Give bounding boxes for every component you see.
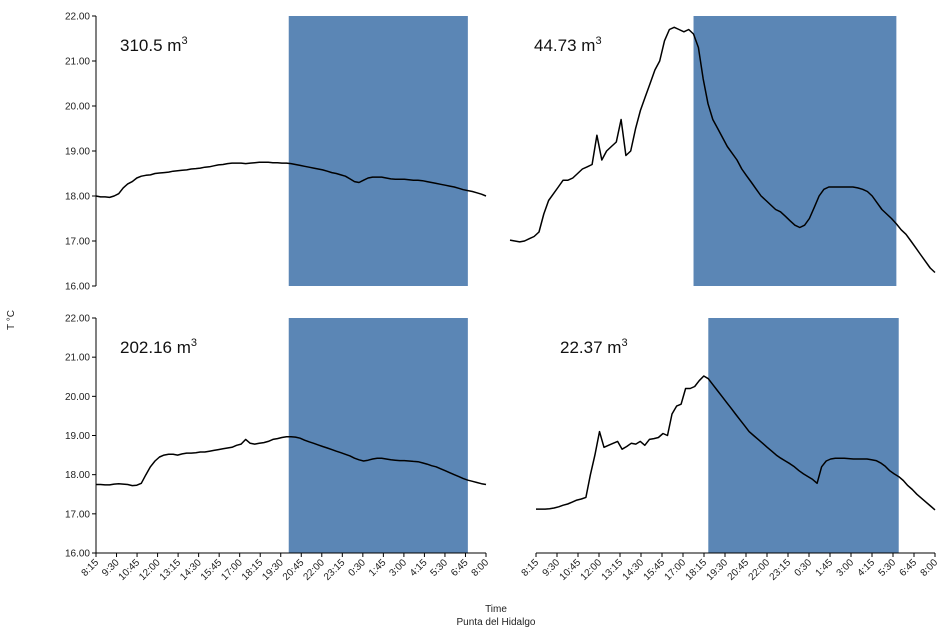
- x-tick-label: 23:15: [768, 557, 794, 583]
- x-tick-label: 4:15: [856, 557, 878, 579]
- y-tick-label: 20.00: [65, 102, 90, 113]
- y-tick-label: 22.00: [65, 12, 90, 23]
- x-tick-label: 0:30: [346, 557, 368, 579]
- x-tick-label: 18:15: [240, 557, 266, 583]
- x-tick-label: 17:00: [663, 557, 689, 583]
- y-tick-label: 21.00: [65, 57, 90, 68]
- chart-panel-2: 44.73 m3: [509, 16, 936, 286]
- shaded-band: [693, 16, 897, 286]
- figure-caption: Punta del Hidalgo: [457, 617, 536, 628]
- x-tick-label: 20:45: [281, 557, 307, 583]
- x-tick-label: 10:45: [117, 557, 143, 583]
- y-tick-label: 19.00: [65, 147, 90, 158]
- x-tick-label: 18:15: [684, 557, 710, 583]
- y-tick-label: 16.00: [65, 282, 90, 293]
- y-tick-label: 22.00: [65, 314, 90, 325]
- chart-panel-4: 8:15 9:3010:4512:0013:1514:3015:4517:0018…: [520, 318, 938, 583]
- x-tick-label: 23:15: [322, 557, 348, 583]
- y-tick-label: 19.00: [65, 431, 90, 442]
- x-tick-label: 5:30: [877, 557, 899, 579]
- temperature-line: [96, 435, 487, 487]
- panels: 16.00 17.00 18.00 19.00 20.00 21.00 22.00 310.5…: [65, 12, 938, 583]
- x-tick-label: 14:30: [178, 557, 204, 583]
- x-tick-label: 15:45: [199, 557, 225, 583]
- x-tick-label: 8:15: [80, 557, 102, 579]
- chart-panel-3: 16.0017.0018.0019.0020.0021.0022.008:159…: [65, 314, 491, 583]
- x-tick-label: 13:15: [600, 557, 626, 583]
- x-tick-label: 10:45: [558, 557, 584, 583]
- temperature-line: [95, 161, 487, 199]
- chart-panel-1: 16.00 17.00 18.00 19.00 20.00 21.00 22.00 310.5…: [65, 12, 487, 293]
- x-tick-label: 19:30: [705, 557, 731, 583]
- volume-label-superscript: 3: [191, 337, 197, 349]
- shaded-band: [708, 318, 899, 553]
- x-tick-label: 8:00: [470, 557, 492, 579]
- x-tick-label: 22:00: [747, 557, 773, 583]
- y-tick-label: 18.00: [65, 470, 90, 481]
- y-axis-label: T °C: [6, 310, 17, 330]
- shaded-band: [288, 16, 468, 286]
- volume-label-superscript: 3: [621, 337, 627, 349]
- x-tick-label: 8:15: [520, 557, 542, 579]
- x-tick-label: 14:30: [621, 557, 647, 583]
- temperature-line: [536, 375, 936, 511]
- temperature-line: [509, 26, 936, 274]
- y-tick-label: 16.00: [65, 549, 90, 560]
- x-tick-label: 1:45: [814, 557, 836, 579]
- volume-label-superscript: 3: [595, 35, 601, 47]
- x-tick-label: 15:45: [642, 557, 668, 583]
- y-tick-label: 17.00: [65, 509, 90, 520]
- volume-label: 22.37 m3: [560, 337, 628, 357]
- x-tick-label: 6:45: [898, 557, 920, 579]
- x-tick-label: 19:30: [260, 557, 286, 583]
- y-tick-label: 18.00: [65, 192, 90, 203]
- x-tick-label: 0:30: [793, 557, 815, 579]
- volume-label: 310.5 m3: [120, 35, 188, 55]
- shaded-band: [288, 318, 468, 553]
- x-tick-label: 12:00: [579, 557, 605, 583]
- volume-label-superscript: 3: [181, 35, 187, 47]
- x-tick-label: 8:00: [919, 557, 938, 579]
- x-tick-label: 3:00: [387, 557, 409, 579]
- volume-label: 44.73 m3: [534, 35, 602, 55]
- x-tick-label: 3:00: [835, 557, 857, 579]
- x-tick-label: 17:00: [219, 557, 245, 583]
- x-tick-label: 4:15: [408, 557, 430, 579]
- x-tick-label: 22:00: [301, 557, 327, 583]
- y-tick-label: 20.00: [65, 392, 90, 403]
- x-tick-label: 6:45: [449, 557, 471, 579]
- x-tick-label: 1:45: [367, 557, 389, 579]
- y-tick-label: 17.00: [65, 237, 90, 248]
- x-tick-label: 12:00: [137, 557, 163, 583]
- y-tick-label: 21.00: [65, 353, 90, 364]
- x-tick-label: 20:45: [726, 557, 752, 583]
- x-tick-label: 5:30: [429, 557, 451, 579]
- volume-label: 202.16 m3: [120, 337, 197, 357]
- x-tick-label: 13:15: [158, 557, 184, 583]
- x-axis-label: Time: [485, 604, 507, 615]
